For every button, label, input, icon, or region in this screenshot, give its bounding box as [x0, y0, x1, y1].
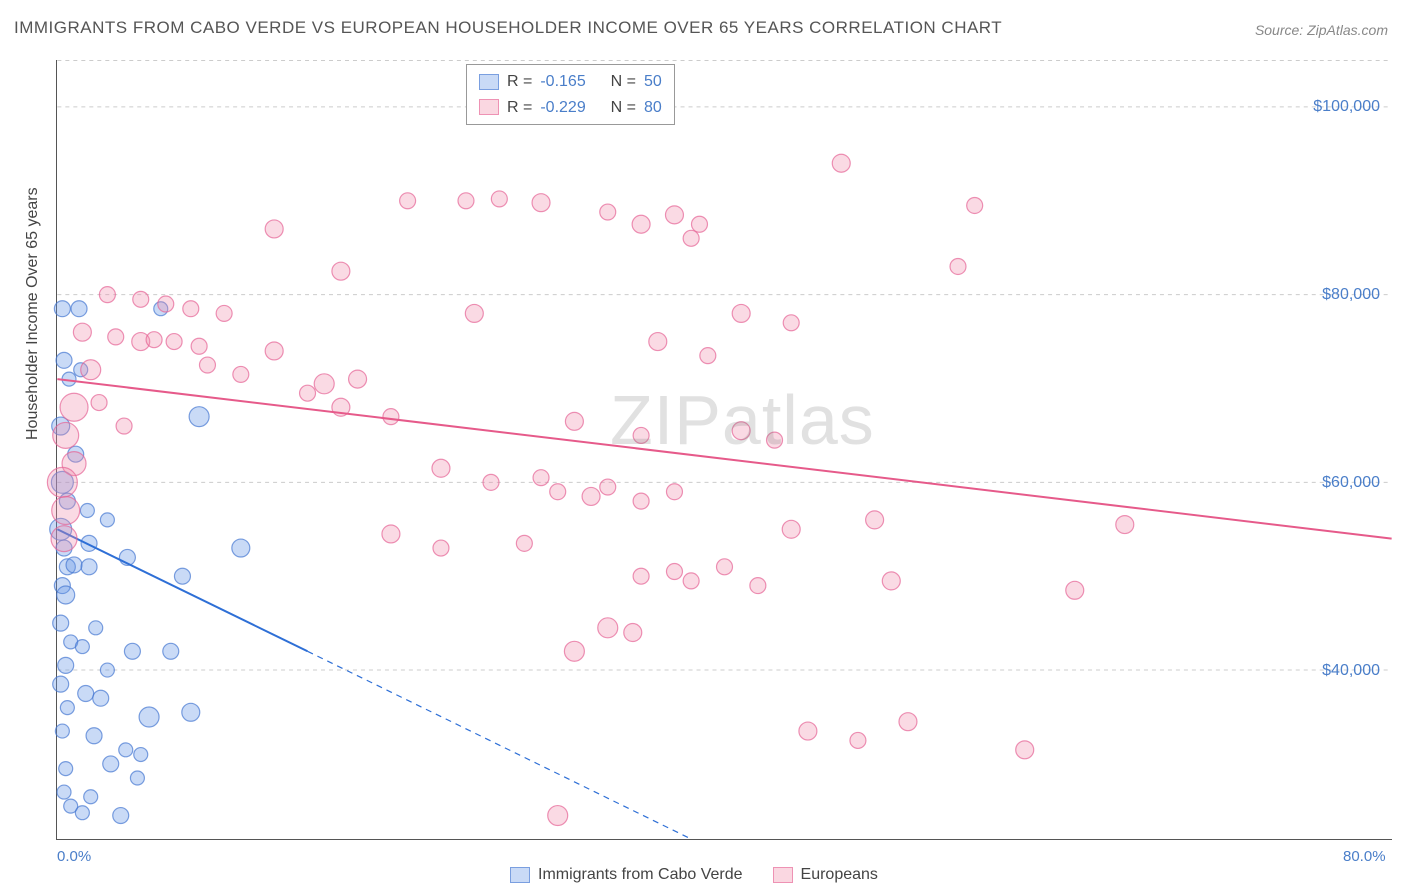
plot-svg — [57, 60, 1392, 839]
x-tick-label: 80.0% — [1343, 848, 1386, 865]
legend-label: Europeans — [801, 866, 878, 884]
y-tick-label: $80,000 — [1322, 286, 1380, 304]
y-tick-label: $100,000 — [1313, 98, 1380, 116]
legend-label: Immigrants from Cabo Verde — [538, 866, 743, 884]
r-value-blue: -0.165 — [540, 69, 585, 95]
n-label: N = — [611, 95, 636, 121]
x-tick-label: 0.0% — [57, 848, 91, 865]
swatch-blue-icon — [510, 867, 530, 883]
swatch-pink-icon — [479, 99, 499, 115]
n-label: N = — [611, 69, 636, 95]
plot-area: $40,000$60,000$80,000$100,0000.0%80.0% — [56, 60, 1392, 840]
swatch-pink-icon — [773, 867, 793, 883]
legend-item-cabo-verde: Immigrants from Cabo Verde — [510, 866, 743, 884]
r-value-pink: -0.229 — [540, 95, 585, 121]
r-label: R = — [507, 95, 532, 121]
n-value-blue: 50 — [644, 69, 662, 95]
y-tick-label: $60,000 — [1322, 474, 1380, 492]
swatch-blue-icon — [479, 74, 499, 90]
source-attribution: Source: ZipAtlas.com — [1255, 22, 1388, 38]
chart-title: IMMIGRANTS FROM CABO VERDE VS EUROPEAN H… — [14, 18, 1002, 38]
series-legend: Immigrants from Cabo Verde Europeans — [510, 866, 878, 884]
y-axis-label: Householder Income Over 65 years — [24, 187, 42, 440]
legend-item-europeans: Europeans — [773, 866, 878, 884]
r-label: R = — [507, 69, 532, 95]
legend-row-pink: R = -0.229 N = 80 — [479, 95, 662, 121]
n-value-pink: 80 — [644, 95, 662, 121]
y-tick-label: $40,000 — [1322, 662, 1380, 680]
correlation-legend: R = -0.165 N = 50 R = -0.229 N = 80 — [466, 64, 675, 125]
legend-row-blue: R = -0.165 N = 50 — [479, 69, 662, 95]
chart-container: IMMIGRANTS FROM CABO VERDE VS EUROPEAN H… — [0, 0, 1406, 892]
